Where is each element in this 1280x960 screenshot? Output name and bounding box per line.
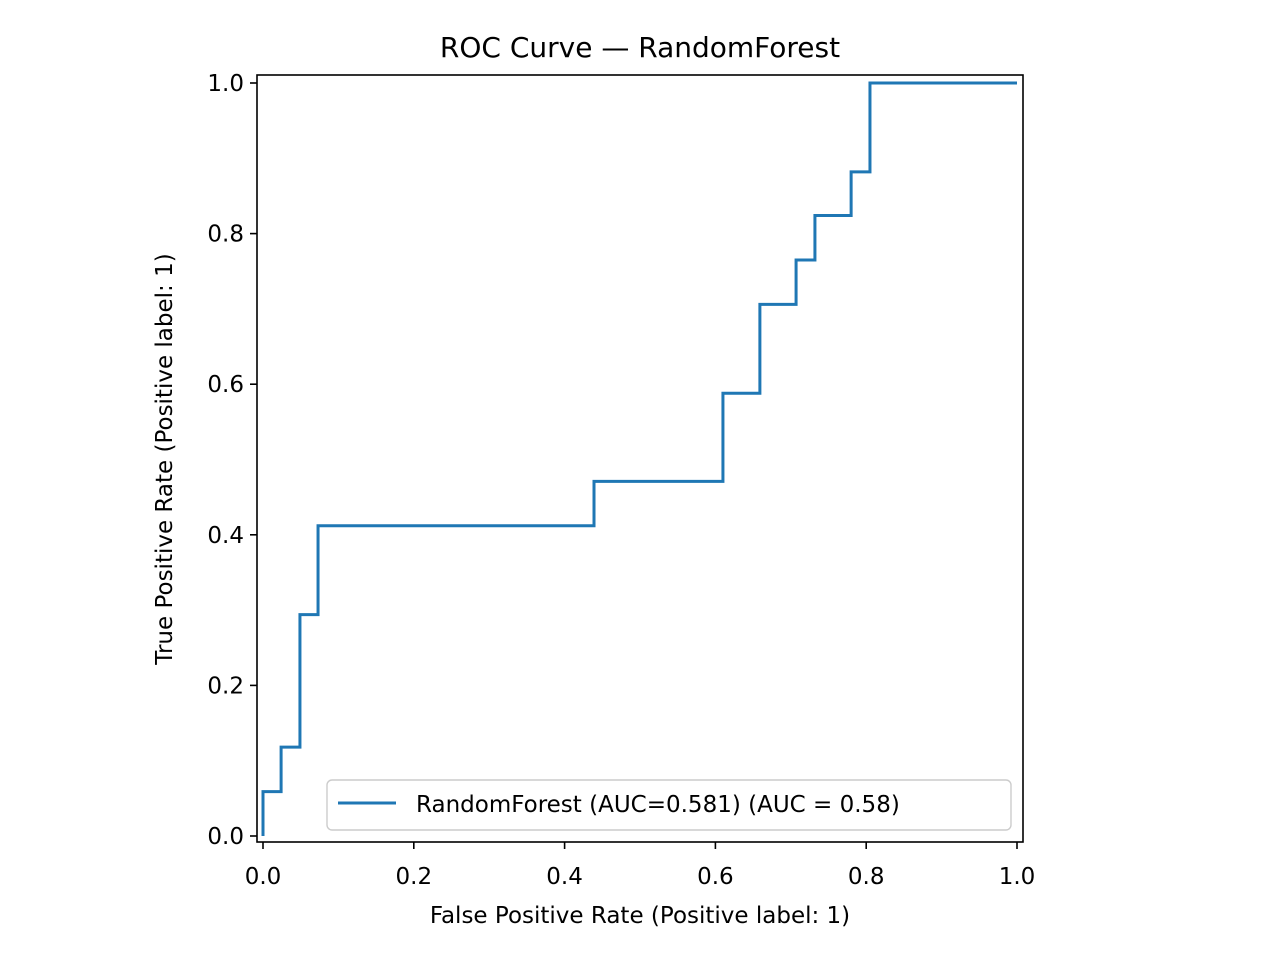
- plot-area: 0.0 0.2 0.4 0.6 0.8 1.0 0.0 0.2 0.4 0.6 0.8 1.0: [207, 71, 1035, 890]
- axes-frame: [256, 74, 1024, 843]
- x-tick-label: 0.2: [396, 864, 433, 890]
- roc-curve-line: [261, 81, 1017, 836]
- x-tick-label: 0.0: [245, 864, 282, 890]
- x-tick-label: 1.0: [999, 864, 1036, 890]
- x-tick-label: 0.8: [848, 864, 885, 890]
- y-tick-label: 0.4: [207, 523, 244, 549]
- series-layer: [261, 81, 1017, 836]
- legend-box: [326, 779, 1012, 831]
- y-tick-label: 0.0: [207, 824, 244, 850]
- y-axis-ticks: 0.0 0.2 0.4 0.6 0.8 1.0: [207, 71, 257, 850]
- x-axis-ticks: 0.0 0.2 0.4 0.6 0.8 1.0: [245, 842, 1036, 890]
- x-axis-label: False Positive Rate (Positive label: 1): [430, 903, 850, 929]
- chart-title: ROC Curve — RandomForest: [440, 31, 840, 64]
- x-tick-label: 0.6: [697, 864, 734, 890]
- y-tick-label: 0.8: [207, 222, 244, 248]
- y-axis-label: True Positive Rate (Positive label: 1): [152, 253, 178, 665]
- legend: RandomForest (AUC=0.581) (AUC = 0.58): [326, 779, 1012, 831]
- y-tick-label: 0.2: [207, 673, 244, 699]
- y-tick-label: 1.0: [207, 71, 244, 97]
- legend-entry-label: RandomForest (AUC=0.581) (AUC = 0.58): [416, 792, 900, 818]
- x-tick-label: 0.4: [546, 864, 583, 890]
- y-tick-label: 0.6: [207, 372, 244, 398]
